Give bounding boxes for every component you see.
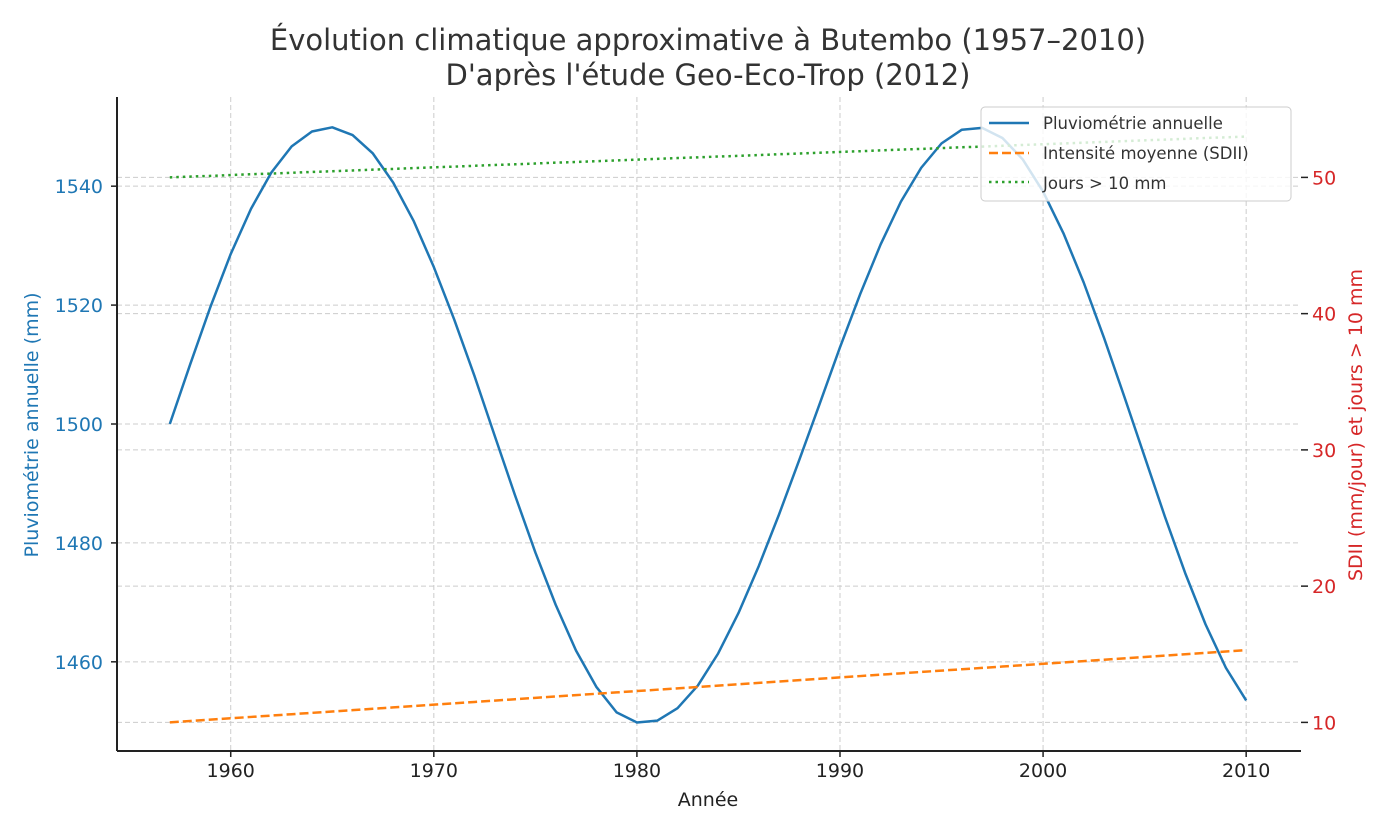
left-y-tick-label: 1460 bbox=[55, 652, 103, 674]
left-y-tick-label: 1480 bbox=[55, 533, 103, 555]
right-y-tick-label: 40 bbox=[1312, 304, 1336, 326]
x-tick-label: 2010 bbox=[1222, 760, 1270, 782]
right-y-axis: 10 20 30 40 50 bbox=[1301, 167, 1336, 734]
left-y-tick-label: 1500 bbox=[55, 414, 103, 436]
x-axis-label: Année bbox=[678, 789, 738, 811]
legend: Pluviométrie annuelle Intensité moyenne … bbox=[980, 106, 1292, 202]
left-y-tick-label: 1520 bbox=[55, 295, 103, 317]
legend-box bbox=[980, 106, 1292, 202]
series-layer bbox=[168, 126, 1248, 724]
legend-label: Intensité moyenne (SDII) bbox=[1043, 144, 1249, 163]
chart-subtitle: D'après l'étude Geo-Eco-Trop (2012) bbox=[446, 58, 971, 92]
x-tick-label: 1990 bbox=[816, 760, 864, 782]
x-tick-label: 2000 bbox=[1019, 760, 1067, 782]
series-line-pluviometrie bbox=[168, 126, 1248, 724]
x-tick-label: 1970 bbox=[410, 760, 458, 782]
right-y-tick-label: 10 bbox=[1312, 712, 1336, 734]
x-axis: 1960 1970 1980 1990 2000 2010 bbox=[207, 751, 1270, 782]
legend-item: Jours > 10 mm bbox=[989, 174, 1167, 193]
right-y-tick-label: 30 bbox=[1312, 440, 1336, 462]
series-line-sdii bbox=[169, 648, 1247, 724]
legend-label: Jours > 10 mm bbox=[1042, 174, 1167, 193]
right-y-axis-label: SDII (mm/jour) et jours > 10 mm bbox=[1345, 269, 1367, 581]
legend-item: Intensité moyenne (SDII) bbox=[989, 144, 1249, 163]
legend-item: Pluviométrie annuelle bbox=[989, 114, 1223, 133]
left-y-axis: 1460 1480 1500 1520 1540 bbox=[55, 176, 117, 674]
left-y-tick-label: 1540 bbox=[55, 176, 103, 198]
grid bbox=[117, 97, 1301, 751]
x-tick-label: 1980 bbox=[613, 760, 661, 782]
chart-title: Évolution climatique approximative à But… bbox=[270, 23, 1146, 57]
x-tick-label: 1960 bbox=[207, 760, 255, 782]
left-y-axis-label: Pluviométrie annuelle (mm) bbox=[21, 293, 43, 558]
right-y-tick-label: 50 bbox=[1312, 167, 1336, 189]
legend-label: Pluviométrie annuelle bbox=[1043, 114, 1223, 133]
right-y-tick-label: 20 bbox=[1312, 576, 1336, 598]
